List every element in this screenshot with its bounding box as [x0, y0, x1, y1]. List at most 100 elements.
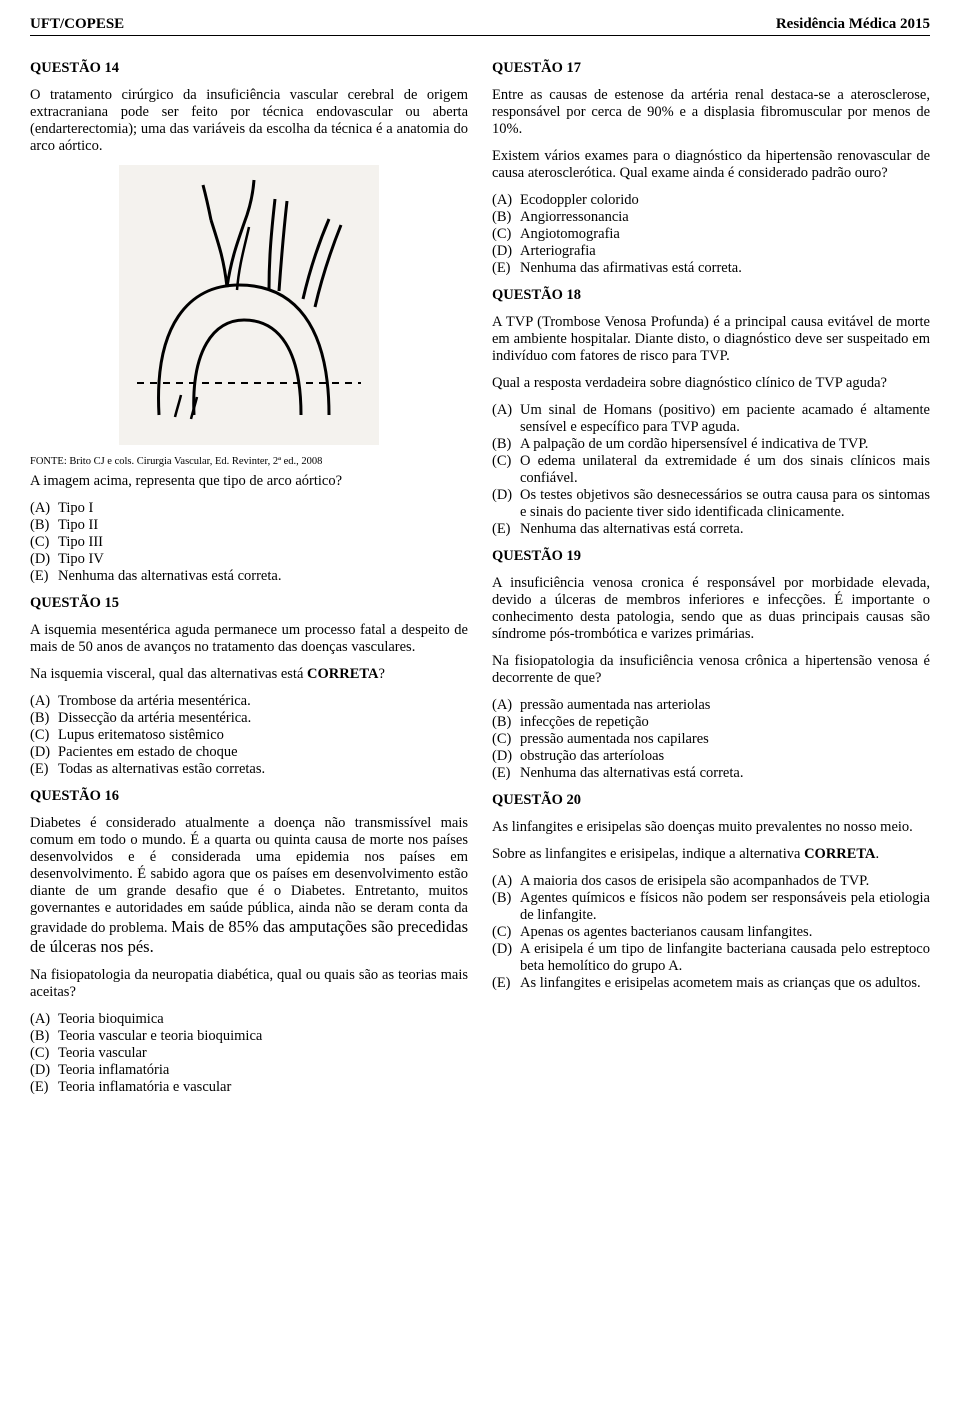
- q14-source: FONTE: Brito CJ e cols. Cirurgia Vascula…: [30, 456, 468, 467]
- q15-opt-e: (E)Todas as alternativas estão corretas.: [30, 761, 468, 778]
- q14-opt-d: (D)Tipo IV: [30, 551, 468, 568]
- opt-text: Tipo IV: [58, 551, 468, 568]
- right-column: QUESTÃO 17 Entre as causas de estenose d…: [492, 50, 930, 1106]
- q16-opt-e: (E)Teoria inflamatória e vascular: [30, 1079, 468, 1096]
- two-columns: QUESTÃO 14 O tratamento cirúrgico da ins…: [30, 50, 930, 1106]
- opt-label: (B): [30, 517, 58, 534]
- opt-label: (C): [492, 924, 520, 941]
- opt-text: Os testes objetivos são desnecessários s…: [520, 487, 930, 521]
- opt-label: (C): [492, 226, 520, 243]
- opt-label: (A): [30, 693, 58, 710]
- opt-label: (E): [30, 761, 58, 778]
- q17-text2: Existem vários exames para o diagnóstico…: [492, 148, 930, 182]
- q19-opt-a: (A)pressão aumentada nas arteriolas: [492, 697, 930, 714]
- q20-title: QUESTÃO 20: [492, 792, 930, 809]
- opt-text: Nenhuma das alternativas está correta.: [520, 521, 930, 538]
- opt-text: Trombose da artéria mesentérica.: [58, 693, 468, 710]
- opt-label: (E): [492, 260, 520, 277]
- opt-text: obstrução das arteríoloas: [520, 748, 930, 765]
- q17-opt-e: (E)Nenhuma das afirmativas está correta.: [492, 260, 930, 277]
- opt-text: Angiorressonancia: [520, 209, 930, 226]
- q20-opt-e: (E)As linfangites e erisipelas acometem …: [492, 975, 930, 992]
- opt-label: (B): [30, 1028, 58, 1045]
- q19-opt-d: (D)obstrução das arteríoloas: [492, 748, 930, 765]
- q15-text2c: ?: [378, 666, 384, 682]
- opt-text: Teoria vascular e teoria bioquimica: [58, 1028, 468, 1045]
- opt-text: As linfangites e erisipelas acometem mai…: [520, 975, 930, 992]
- opt-text: Teoria bioquimica: [58, 1011, 468, 1028]
- q16-opt-a: (A)Teoria bioquimica: [30, 1011, 468, 1028]
- q14-text: O tratamento cirúrgico da insuficiência …: [30, 87, 468, 155]
- opt-label: (E): [492, 521, 520, 538]
- q15-opt-d: (D)Pacientes em estado de choque: [30, 744, 468, 761]
- q20-options: (A)A maioria dos casos de erisipela são …: [492, 873, 930, 992]
- q15-opt-b: (B)Dissecção da artéria mesentérica.: [30, 710, 468, 727]
- opt-label: (D): [30, 551, 58, 568]
- opt-label: (E): [492, 975, 520, 992]
- opt-label: (B): [492, 890, 520, 924]
- q16-opt-c: (C)Teoria vascular: [30, 1045, 468, 1062]
- q15-opt-a: (A)Trombose da artéria mesentérica.: [30, 693, 468, 710]
- opt-label: (D): [30, 744, 58, 761]
- opt-text: Arteriografia: [520, 243, 930, 260]
- q14-figure: [30, 165, 468, 450]
- opt-text: Tipo I: [58, 500, 468, 517]
- q18-title: QUESTÃO 18: [492, 287, 930, 304]
- opt-text: A maioria dos casos de erisipela são aco…: [520, 873, 930, 890]
- opt-text: A erisipela é um tipo de linfangite bact…: [520, 941, 930, 975]
- opt-label: (E): [30, 568, 58, 585]
- q15-text2: Na isquemia visceral, qual das alternati…: [30, 666, 468, 683]
- opt-label: (D): [30, 1062, 58, 1079]
- q20-opt-a: (A)A maioria dos casos de erisipela são …: [492, 873, 930, 890]
- opt-text: Teoria inflamatória e vascular: [58, 1079, 468, 1096]
- q19-text1: A insuficiência venosa cronica é respons…: [492, 575, 930, 643]
- q14-opt-c: (C)Tipo III: [30, 534, 468, 551]
- q14-opt-b: (B)Tipo II: [30, 517, 468, 534]
- q18-opt-c: (C)O edema unilateral da extremidade é u…: [492, 453, 930, 487]
- q19-title: QUESTÃO 19: [492, 548, 930, 565]
- opt-label: (D): [492, 748, 520, 765]
- q17-opt-b: (B)Angiorressonancia: [492, 209, 930, 226]
- q20-opt-b: (B)Agentes químicos e físicos não podem …: [492, 890, 930, 924]
- opt-label: (D): [492, 487, 520, 521]
- opt-label: (A): [492, 402, 520, 436]
- q20-text2a: Sobre as linfangites e erisipelas, indiq…: [492, 846, 804, 862]
- q18-opt-e: (E)Nenhuma das alternativas está correta…: [492, 521, 930, 538]
- q20-text2b: CORRETA: [804, 846, 875, 862]
- opt-label: (A): [492, 192, 520, 209]
- opt-text: Tipo III: [58, 534, 468, 551]
- opt-text: pressão aumentada nas arteriolas: [520, 697, 930, 714]
- opt-text: Dissecção da artéria mesentérica.: [58, 710, 468, 727]
- q14-options: (A)Tipo I (B)Tipo II (C)Tipo III (D)Tipo…: [30, 500, 468, 585]
- opt-text: Nenhuma das alternativas está correta.: [58, 568, 468, 585]
- q16-title: QUESTÃO 16: [30, 788, 468, 805]
- q18-opt-a: (A)Um sinal de Homans (positivo) em paci…: [492, 402, 930, 436]
- opt-label: (A): [30, 1011, 58, 1028]
- opt-text: Teoria inflamatória: [58, 1062, 468, 1079]
- aortic-arch-figure: [119, 165, 379, 445]
- q17-opt-c: (C)Angiotomografia: [492, 226, 930, 243]
- q20-text2: Sobre as linfangites e erisipelas, indiq…: [492, 846, 930, 863]
- q20-text2c: .: [876, 846, 880, 862]
- q18-opt-d: (D)Os testes objetivos são desnecessário…: [492, 487, 930, 521]
- q19-opt-c: (C)pressão aumentada nos capilares: [492, 731, 930, 748]
- header-right: Residência Médica 2015: [776, 16, 930, 33]
- left-column: QUESTÃO 14 O tratamento cirúrgico da ins…: [30, 50, 468, 1106]
- q16-options: (A)Teoria bioquimica (B)Teoria vascular …: [30, 1011, 468, 1096]
- opt-text: Ecodoppler colorido: [520, 192, 930, 209]
- q19-options: (A)pressão aumentada nas arteriolas (B)i…: [492, 697, 930, 782]
- q19-text2: Na fisiopatologia da insuficiência venos…: [492, 653, 930, 687]
- q17-opt-a: (A)Ecodoppler colorido: [492, 192, 930, 209]
- q14-prompt: A imagem acima, representa que tipo de a…: [30, 473, 468, 490]
- q18-opt-b: (B)A palpação de um cordão hipersensível…: [492, 436, 930, 453]
- opt-label: (E): [492, 765, 520, 782]
- q14-opt-a: (A)Tipo I: [30, 500, 468, 517]
- q16-opt-d: (D)Teoria inflamatória: [30, 1062, 468, 1079]
- q15-opt-c: (C)Lupus eritematoso sistêmico: [30, 727, 468, 744]
- opt-text: Angiotomografia: [520, 226, 930, 243]
- opt-text: Pacientes em estado de choque: [58, 744, 468, 761]
- q16-text1: Diabetes é considerado atualmente a doen…: [30, 815, 468, 957]
- opt-label: (A): [492, 873, 520, 890]
- opt-label: (B): [492, 714, 520, 731]
- opt-label: (C): [30, 534, 58, 551]
